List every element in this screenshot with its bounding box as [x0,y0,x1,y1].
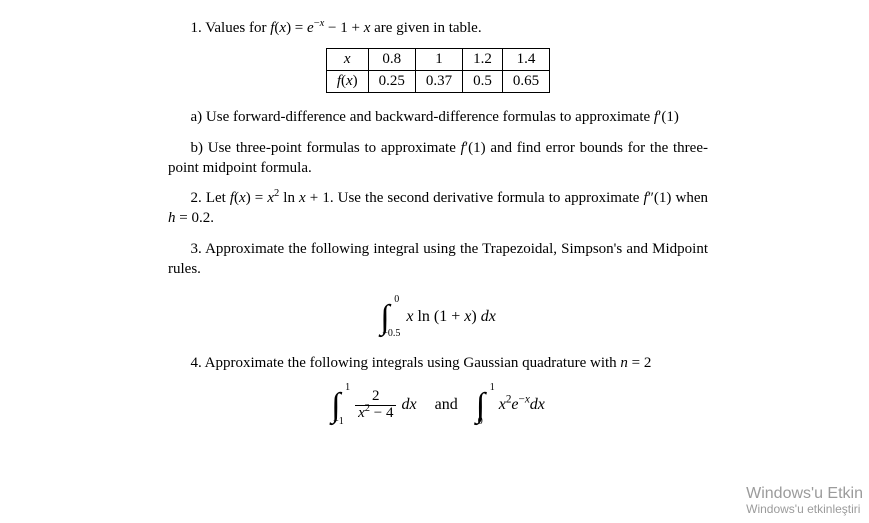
q4-integrals: 1 ∫ −1 2 x2 − 4 dx and 1 ∫ 0 x2e−xdx [168,383,708,427]
table-cell: 1.4 [502,49,549,71]
table-cell: 1.2 [463,49,503,71]
q1-part-a: a) Use forward-difference and backward-d… [168,107,708,127]
table-cell: 0.5 [463,71,503,93]
windows-activation-watermark: Windows'u Etkin Windows'u etkinleştiri [746,485,863,517]
q1-table: x 0.8 1 1.2 1.4 f(x) 0.25 0.37 0.5 0.65 [168,48,708,93]
table-row: f(x) 0.25 0.37 0.5 0.65 [326,71,549,93]
integral-sign-icon: 1 ∫ 0 [476,383,495,427]
watermark-line1: Windows'u Etkin [746,485,863,503]
q3-text: 3. Approximate the following integral us… [168,239,708,280]
q3-integral: 0 ∫ −0.5 x ln (1 + x) dx [168,289,708,339]
table-cell: 0.25 [368,71,415,93]
table-cell: x [326,49,368,71]
q1-intro: 1. Values for f(x) = e−x − 1 + x are giv… [168,18,708,38]
table-cell: 1 [415,49,462,71]
table-cell: 0.65 [502,71,549,93]
integral-sign-icon: 1 ∫ −1 [331,383,350,427]
table-cell: 0.8 [368,49,415,71]
q4-integral-2: 1 ∫ 0 x2e−xdx [476,383,545,427]
q4-integral-1: 1 ∫ −1 2 x2 − 4 dx [331,383,417,427]
watermark-line2: Windows'u etkinleştiri [746,503,863,517]
q1-part-b: b) Use three-point formulas to approxima… [168,138,708,179]
integral-sign-icon: 0 ∫ −0.5 [380,295,400,339]
table-cell: 0.37 [415,71,462,93]
conjunction: and [435,396,458,414]
document-body: 1. Values for f(x) = e−x − 1 + x are giv… [168,18,708,441]
q2-text: 2. Let f(x) = x2 ln x + 1. Use the secon… [168,188,708,229]
q4-text: 4. Approximate the following integrals u… [168,353,708,373]
table-row: x 0.8 1 1.2 1.4 [326,49,549,71]
table-cell: f(x) [326,71,368,93]
